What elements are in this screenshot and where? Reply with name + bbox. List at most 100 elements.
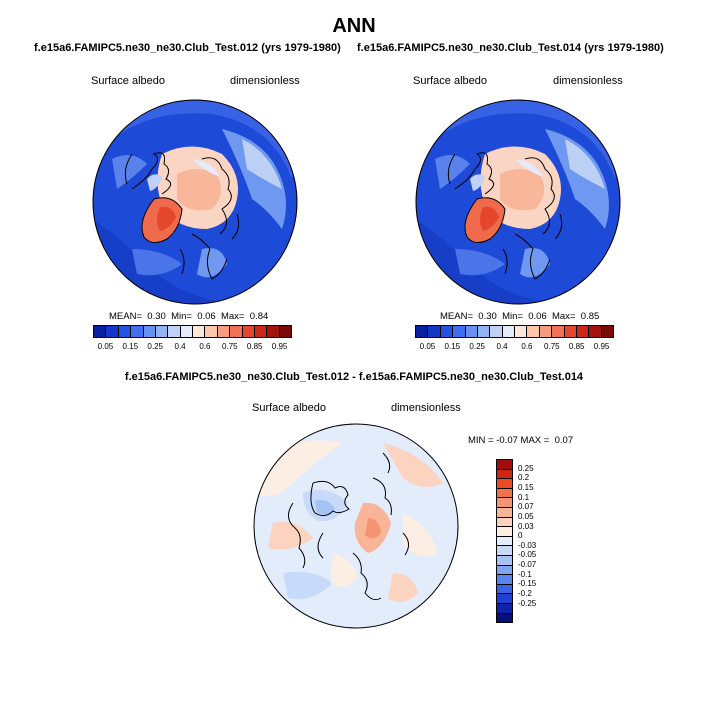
panel2-map — [415, 99, 621, 305]
panel1-colorbar — [93, 325, 292, 338]
colorbar-box — [527, 326, 540, 337]
diff-colorbar-tick-label: 0.07 — [518, 502, 534, 512]
diff-colorbar-tick-label: -0.07 — [518, 560, 537, 570]
panel2-colorbar — [415, 325, 614, 338]
diff-colorbar-box — [497, 546, 512, 556]
diff-colorbar-tick-label: -0.25 — [518, 598, 537, 608]
colorbar-tick-label: 0.05 — [97, 342, 114, 351]
panel1-field-label: Surface albedo — [91, 75, 165, 87]
colorbar-box — [453, 326, 466, 337]
diff-colorbar-tick-label: -0.2 — [518, 589, 532, 599]
diff-colorbar-box — [497, 565, 512, 576]
panel1-colorbar-ticks: 0.05 0.15 0.25 0.4 0.6 0.75 0.85 0.95 — [93, 342, 292, 352]
diff-colorbar-box — [497, 479, 512, 489]
colorbar-tick-label: 0.6 — [199, 342, 211, 351]
panel1-units-label: dimensionless — [230, 75, 300, 87]
colorbar-tick-label: 0.4 — [174, 342, 186, 351]
colorbar-tick-label: 0.75 — [222, 342, 238, 351]
colorbar-tick-label: 0.25 — [147, 342, 163, 351]
colorbar-box — [279, 326, 292, 337]
colorbar-box — [415, 326, 429, 337]
colorbar-tick-label: 0.85 — [568, 342, 585, 351]
diff-colorbar-box — [497, 507, 512, 518]
colorbar-box — [465, 326, 478, 337]
colorbar-box — [601, 326, 614, 337]
colorbar-box — [205, 326, 218, 337]
colorbar-box — [564, 326, 577, 337]
colorbar-box — [552, 326, 565, 337]
diff-colorbar-box — [497, 594, 512, 604]
colorbar-box — [193, 326, 206, 337]
diff-colorbar-tick-label: -0.05 — [518, 550, 537, 560]
diff-colorbar-box — [497, 584, 512, 595]
colorbar-box — [217, 326, 231, 337]
diff-colorbar-box — [497, 488, 512, 499]
colorbar-box — [106, 326, 119, 337]
panel2-colorbar-ticks: 0.05 0.15 0.25 0.4 0.6 0.75 0.85 0.95 — [415, 342, 614, 352]
colorbar-box — [490, 326, 503, 337]
colorbar-tick-label: 0.05 — [419, 342, 436, 351]
colorbar-box — [440, 326, 454, 337]
colorbar-tick-label: 0.75 — [544, 342, 560, 351]
diff-colorbar-ticks: 0.25 0.2 0.15 0.1 0.07 0.05 0.03 0 -0.03 -0.05 -0.… — [518, 459, 558, 623]
colorbar-box — [576, 326, 590, 337]
colorbar-box — [267, 326, 280, 337]
colorbar-box — [230, 326, 243, 337]
panel2-field-label: Surface albedo — [413, 75, 487, 87]
colorbar-box — [539, 326, 553, 337]
colorbar-box — [118, 326, 132, 337]
colorbar-box — [242, 326, 255, 337]
diff-colorbar-tick-label: 0.03 — [518, 521, 534, 531]
colorbar-tick-label: 0.15 — [444, 342, 461, 351]
colorbar-box — [143, 326, 156, 337]
diff-colorbar-tick-label: -0.1 — [518, 569, 532, 579]
panel1-case-title: f.e15a6.FAMIPC5.ne30_ne30.Club_Test.012 … — [34, 42, 341, 54]
colorbar-tick-label: 0.15 — [122, 342, 139, 351]
diff-colorbar-box — [497, 555, 512, 566]
diff-field-label: Surface albedo — [252, 402, 326, 414]
diff-map — [253, 423, 459, 629]
panel1-map — [92, 99, 298, 305]
panel2-case-title: f.e15a6.FAMIPC5.ne30_ne30.Club_Test.014 … — [357, 42, 664, 54]
colorbar-box — [155, 326, 169, 337]
diff-colorbar-box — [497, 536, 512, 547]
colorbar-box — [131, 326, 144, 337]
diff-case-title: f.e15a6.FAMIPC5.ne30_ne30.Club_Test.012 … — [124, 371, 584, 383]
colorbar-tick-label: 0.6 — [521, 342, 533, 351]
diff-colorbar-tick-label: 0.25 — [518, 463, 534, 473]
colorbar-tick-label: 0.4 — [496, 342, 508, 351]
diff-colorbar-tick-label: 0.05 — [518, 511, 534, 521]
colorbar-tick-label: 0.95 — [593, 342, 610, 351]
diff-colorbar-box — [497, 575, 512, 585]
main-title: ANN — [332, 15, 376, 37]
colorbar-box — [254, 326, 268, 337]
diff-colorbar-box — [497, 498, 512, 508]
diff-stats: MIN = -0.07 MAX = 0.07 — [468, 435, 574, 446]
diff-units-label: dimensionless — [391, 402, 461, 414]
colorbar-box — [589, 326, 602, 337]
colorbar-box — [93, 326, 107, 337]
colorbar-tick-label: 0.25 — [469, 342, 485, 351]
diff-colorbar-tick-label: 0.15 — [518, 482, 534, 492]
diff-colorbar-tick-label: 0 — [518, 531, 523, 541]
diff-colorbar-tick-label: 0.2 — [518, 473, 530, 483]
diff-colorbar-box — [497, 603, 512, 614]
diff-colorbar-tick-label: -0.03 — [518, 540, 537, 550]
colorbar-box — [502, 326, 515, 337]
diff-colorbar — [496, 459, 513, 623]
diff-colorbar-box — [497, 469, 512, 480]
colorbar-tick-label: 0.95 — [271, 342, 288, 351]
diff-colorbar-box — [497, 517, 512, 528]
colorbar-box — [515, 326, 528, 337]
colorbar-tick-label: 0.85 — [246, 342, 263, 351]
colorbar-box — [168, 326, 181, 337]
diff-colorbar-box — [497, 613, 512, 623]
diff-colorbar-box — [497, 460, 512, 470]
colorbar-box — [180, 326, 193, 337]
diff-colorbar-tick-label: -0.15 — [518, 579, 537, 589]
colorbar-box — [477, 326, 491, 337]
panel1-stats: MEAN= 0.30 Min= 0.06 Max= 0.84 — [109, 311, 269, 322]
colorbar-box — [428, 326, 441, 337]
diff-colorbar-tick-label: 0.1 — [518, 492, 530, 502]
diff-colorbar-box — [497, 527, 512, 537]
